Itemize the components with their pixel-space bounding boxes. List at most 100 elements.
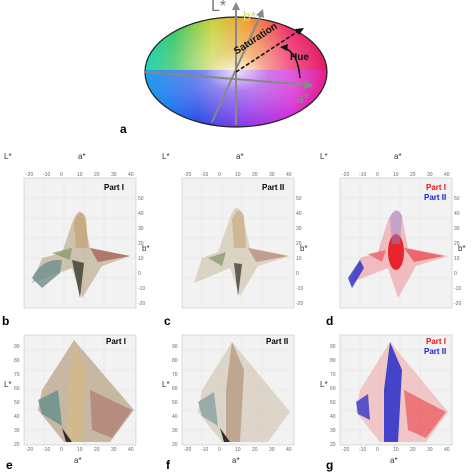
plot-g (339, 334, 453, 446)
wheel-b-label: b* (243, 8, 257, 24)
b-tick-right: 10 (296, 256, 302, 262)
a-tick-top: -10 (201, 172, 209, 178)
a-tick-bottom: 0 (376, 447, 379, 453)
a-tick-bottom: 10 (393, 447, 399, 453)
b-tick-right: -10 (454, 286, 462, 292)
b-tick-right: -10 (296, 286, 304, 292)
plot-c (181, 177, 295, 309)
a-tick-bottom: 10 (77, 447, 83, 453)
a-tick-top: 10 (77, 172, 83, 178)
legend-part1-g: Part I (426, 337, 447, 346)
b-tick-right: 10 (454, 256, 460, 262)
L-tick: 70 (172, 372, 178, 378)
a-tick-top: -10 (359, 172, 367, 178)
b-tick-right: 0 (454, 271, 457, 277)
b-tick-right: 40 (138, 211, 144, 217)
L-tick: 60 (172, 386, 178, 392)
a-tick-bottom: 20 (94, 447, 100, 453)
hue-label: Hue (290, 52, 309, 63)
a-tick-top: 10 (235, 172, 241, 178)
L-tick: 90 (330, 344, 336, 350)
panel-letter-c: c (164, 314, 171, 328)
L-tick: 80 (330, 358, 336, 364)
L-tick: 40 (330, 414, 336, 420)
a-tick-top: -20 (342, 172, 350, 178)
a-tick-top: 20 (94, 172, 100, 178)
a-tick-top: 30 (111, 172, 117, 178)
a-tick-bottom: -10 (43, 447, 51, 453)
a-tick-bottom: 20 (252, 447, 258, 453)
b-tick-right: 20 (454, 241, 460, 247)
a-tick-bottom: 30 (111, 447, 117, 453)
axis-a-b: a* (78, 152, 86, 161)
a-tick-top: -20 (184, 172, 192, 178)
a-tick-bottom: -20 (342, 447, 350, 453)
a-tick-bottom: -20 (184, 447, 192, 453)
a-tick-bottom: 20 (410, 447, 416, 453)
b-tick-right: 20 (296, 241, 302, 247)
b-tick-right: 50 (138, 196, 144, 202)
axis-L-e: L* (4, 380, 12, 389)
axis-L-c: L* (162, 152, 170, 161)
L-tick: 50 (172, 400, 178, 406)
L-tick: 40 (172, 414, 178, 420)
L-tick: 20 (330, 442, 336, 448)
b-tick-right: 40 (454, 211, 460, 217)
b-tick-right: -20 (454, 301, 462, 307)
panel-letter-a: a (120, 122, 127, 136)
L-tick: 60 (14, 386, 20, 392)
axis-b-c: b* (300, 244, 308, 253)
b-tick-right: 40 (296, 211, 302, 217)
a-tick-bottom: 40 (128, 447, 134, 453)
b-tick-right: 0 (138, 271, 141, 277)
a-tick-bottom: 0 (218, 447, 221, 453)
a-tick-top: 30 (427, 172, 433, 178)
L-tick: 40 (14, 414, 20, 420)
L-tick: 30 (14, 428, 20, 434)
axis-L-f: L* (162, 380, 170, 389)
a-tick-bottom: 0 (60, 447, 63, 453)
b-tick-right: -20 (296, 301, 304, 307)
a-tick-top: 0 (376, 172, 379, 178)
legend-part2-c: Part II (262, 183, 285, 192)
legend-part2-f: Part II (266, 337, 289, 346)
legend-part1-d: Part I (426, 183, 447, 192)
a-tick-bottom: -20 (26, 447, 34, 453)
axis-b-d: b* (458, 244, 466, 253)
L-tick: 50 (330, 400, 336, 406)
axis-L-g: L* (320, 380, 328, 389)
b-tick-right: 50 (296, 196, 302, 202)
b-tick-right: 30 (296, 226, 302, 232)
b-tick-right: 10 (138, 256, 144, 262)
L-tick: 70 (14, 372, 20, 378)
L-tick: 30 (330, 428, 336, 434)
a-tick-bottom: 40 (444, 447, 450, 453)
legend-part1-e: Part I (106, 337, 127, 346)
panel-letter-g: g (326, 458, 334, 472)
b-tick-right: 30 (454, 226, 460, 232)
legend-part2-d: Part II (424, 193, 447, 202)
a-tick-bottom: 40 (286, 447, 292, 453)
L-tick: 60 (330, 386, 336, 392)
a-tick-top: 10 (393, 172, 399, 178)
a-tick-top: 40 (286, 172, 292, 178)
a-tick-top: 30 (269, 172, 275, 178)
axis-b-b: b* (142, 244, 150, 253)
axis-a-d: a* (394, 152, 402, 161)
a-tick-top: 0 (60, 172, 63, 178)
a-tick-bottom: 10 (235, 447, 241, 453)
L-tick: 90 (14, 344, 20, 350)
axis-a-g: a* (390, 456, 398, 465)
L-tick: 70 (330, 372, 336, 378)
a-tick-top: -10 (43, 172, 51, 178)
legend-part1-b: Part I (104, 183, 125, 192)
axis-L-b: L* (4, 152, 12, 161)
a-tick-bottom: -10 (359, 447, 367, 453)
plot-d (339, 177, 453, 309)
a-tick-bottom: -10 (201, 447, 209, 453)
a-tick-top: 20 (410, 172, 416, 178)
plot-f (181, 334, 295, 446)
a-tick-top: 0 (218, 172, 221, 178)
panel-letter-d: d (326, 314, 334, 328)
wheel-L-label: L* (211, 0, 227, 15)
